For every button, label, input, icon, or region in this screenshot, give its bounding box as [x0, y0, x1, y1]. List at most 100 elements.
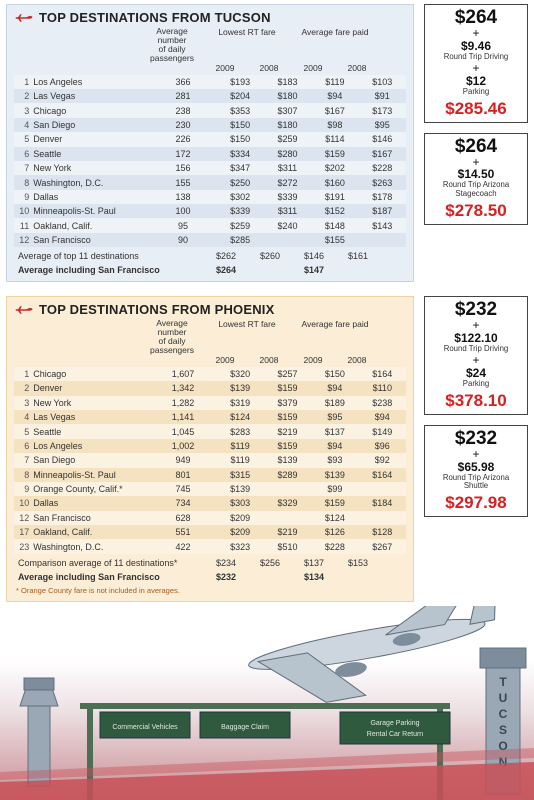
tucson-price-boxes: $264 + $9.46 Round Trip Driving + $12 Pa…	[424, 4, 528, 282]
svg-text:Rental Car Return: Rental Car Return	[367, 731, 424, 738]
row-pax: 1,045	[150, 424, 217, 438]
row-val: $155	[311, 233, 358, 247]
price-total: $378.10	[427, 391, 525, 411]
row-val	[359, 511, 406, 525]
table-row: 1Chicago1,607$320$257$150$164	[14, 367, 406, 381]
table-row: 17Oakland, Calif.551$209$219$126$128	[14, 525, 406, 539]
row-pax: 422	[150, 539, 217, 553]
row-city: Washington, D.C.	[31, 539, 149, 553]
row-val: $146	[359, 132, 406, 146]
plus-icon: +	[427, 157, 525, 168]
row-index: 3	[14, 103, 31, 117]
row-val: $353	[216, 103, 263, 117]
row-val: $149	[359, 424, 406, 438]
svg-text:C: C	[499, 707, 508, 721]
year: 2008	[335, 63, 379, 73]
row-val: $191	[311, 190, 358, 204]
row-city: Los Angeles	[31, 439, 149, 453]
row-city: Seattle	[31, 147, 149, 161]
row-pax: 172	[150, 147, 217, 161]
row-val: $228	[359, 161, 406, 175]
row-val: $339	[264, 190, 311, 204]
row-pax: 95	[150, 218, 217, 232]
table-row: 3Chicago238$353$307$167$173	[14, 103, 406, 117]
price-add: $122.10	[427, 331, 525, 345]
row-city: San Francisco	[31, 233, 149, 247]
svg-text:Commercial Vehicles: Commercial Vehicles	[112, 724, 178, 731]
row-val: $137	[311, 424, 358, 438]
price-add2: $12	[427, 74, 525, 88]
row-val: $259	[264, 132, 311, 146]
row-val: $183	[264, 75, 311, 89]
table-row: 5Seattle1,045$283$219$137$149	[14, 424, 406, 438]
row-val: $319	[216, 396, 263, 410]
row-val: $159	[264, 410, 311, 424]
row-val: $283	[216, 424, 263, 438]
row-val: $94	[311, 439, 358, 453]
header-lowest: Lowest RT fare	[203, 319, 291, 355]
table-row: 8Minneapolis-St. Paul801$315$289$139$164	[14, 468, 406, 482]
row-val: $152	[311, 204, 358, 218]
summary-label: Average of top 11 destinations	[16, 251, 204, 261]
row-val: $124	[216, 410, 263, 424]
phoenix-title: TOP DESTINATIONS FROM PHOENIX	[39, 302, 275, 317]
row-val: $180	[264, 89, 311, 103]
row-city: San Francisco	[31, 511, 149, 525]
year: 2009	[291, 63, 335, 73]
row-pax: 745	[150, 482, 217, 496]
phoenix-summary-2: Average including San Francisco $232 $13…	[7, 570, 413, 584]
row-index: 12	[14, 511, 31, 525]
summary-val: $232	[204, 572, 248, 582]
row-val: $285	[216, 233, 263, 247]
plane-icon	[15, 12, 33, 24]
table-row: 2Las Vegas281$204$180$94$91	[14, 89, 406, 103]
price-add: $14.50	[427, 167, 525, 181]
table-row: 10Dallas734$303$329$159$184	[14, 496, 406, 510]
table-row: 5Denver226$150$259$114$146	[14, 132, 406, 146]
price-base: $232	[427, 429, 525, 449]
row-index: 7	[14, 161, 31, 175]
row-index: 7	[14, 453, 31, 467]
row-val: $167	[311, 103, 358, 117]
phoenix-price-boxes: $232 + $122.10 Round Trip Driving + $24 …	[424, 296, 528, 602]
row-val: $119	[311, 75, 358, 89]
row-city: Oakland, Calif.	[31, 218, 149, 232]
header-pax: Average number of daily passengers	[141, 319, 203, 355]
row-index: 8	[14, 175, 31, 189]
row-val: $110	[359, 381, 406, 395]
row-val: $114	[311, 132, 358, 146]
plus-icon: +	[427, 28, 525, 39]
row-city: Minneapolis-St. Paul	[31, 468, 149, 482]
plus-icon: +	[427, 355, 525, 366]
row-val: $94	[359, 410, 406, 424]
row-val: $347	[216, 161, 263, 175]
svg-text:S: S	[499, 723, 507, 737]
row-index: 4	[14, 410, 31, 424]
row-val: $94	[311, 381, 358, 395]
row-val: $139	[264, 453, 311, 467]
row-val: $329	[264, 496, 311, 510]
row-val: $159	[264, 381, 311, 395]
svg-text:T: T	[499, 675, 507, 689]
row-pax: 156	[150, 161, 217, 175]
row-pax: 281	[150, 89, 217, 103]
row-pax: 155	[150, 175, 217, 189]
row-index: 10	[14, 204, 31, 218]
price-add2-label: Parking	[427, 380, 525, 389]
row-city: Orange County, Calif.*	[31, 482, 149, 496]
row-city: Las Vegas	[31, 410, 149, 424]
page: TOP DESTINATIONS FROM TUCSON Average num…	[0, 0, 534, 800]
row-val: $240	[264, 218, 311, 232]
row-val: $307	[264, 103, 311, 117]
summary-label: Average including San Francisco	[16, 265, 204, 275]
table-row: 9Dallas138$302$339$191$178	[14, 190, 406, 204]
row-val: $180	[264, 118, 311, 132]
row-val: $160	[311, 175, 358, 189]
row-val: $95	[311, 410, 358, 424]
row-val: $119	[216, 439, 263, 453]
airplane-icon	[240, 606, 513, 714]
red-streaks-icon	[0, 748, 534, 800]
price-base: $232	[427, 300, 525, 320]
svg-text:U: U	[499, 691, 508, 705]
summary-val: $260	[248, 251, 292, 261]
